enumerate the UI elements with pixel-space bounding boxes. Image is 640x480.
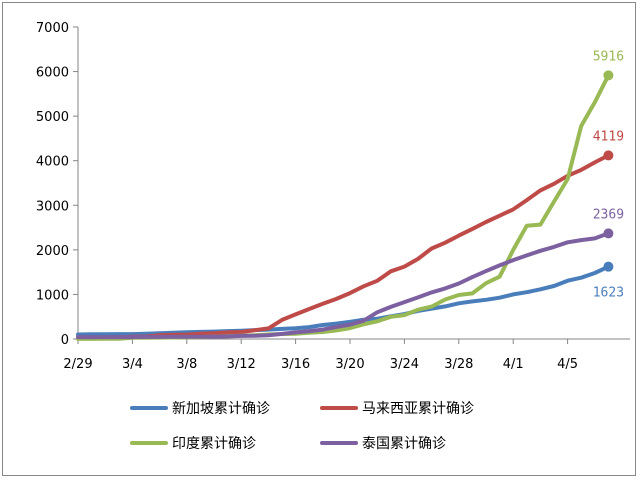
- end-marker-3: [603, 228, 614, 239]
- series-line-0: [76, 264, 611, 337]
- x-tick-label: 3/28: [444, 357, 473, 372]
- end-marker-2: [603, 70, 614, 81]
- end-marker-0: [603, 261, 614, 272]
- legend-label: 印度累计确诊: [172, 436, 256, 452]
- series-line-1: [76, 153, 611, 340]
- x-tick-labels: 2/29 3/4 3/8 3/12 3/16 3/20 3/24 3/28 4/1 4/5: [63, 357, 578, 372]
- end-label-0: 1623: [593, 286, 624, 301]
- y-tick-label: 5000: [36, 110, 69, 125]
- x-tick-label: 2/29: [63, 357, 92, 372]
- end-label-1: 4119: [593, 129, 624, 144]
- series-lines: [76, 73, 611, 341]
- legend-item: 新加坡累计确诊: [130, 401, 270, 417]
- x-tick-label: 3/8: [176, 357, 197, 372]
- x-tick-label: 3/12: [227, 357, 256, 372]
- y-tick-label: 2000: [36, 244, 69, 259]
- y-tick-label: 6000: [36, 66, 69, 81]
- x-tick-label: 4/5: [557, 357, 578, 372]
- legend-item: 泰国累计确诊: [320, 436, 446, 452]
- series-line-3: [76, 231, 611, 340]
- y-tick-label: 7000: [36, 21, 69, 36]
- y-tick-label: 3000: [36, 199, 69, 214]
- legend-label: 泰国累计确诊: [362, 436, 446, 452]
- end-markers: [603, 70, 614, 272]
- series-line-2: [76, 73, 611, 341]
- x-tick-label: 3/4: [122, 357, 143, 372]
- y-tick-label: 1000: [36, 288, 69, 303]
- chart-frame: [2, 2, 636, 476]
- legend-item: 印度累计确诊: [130, 436, 256, 452]
- end-labels: 1623 4119 5916 2369: [593, 49, 624, 300]
- y-tick-label: 0: [61, 333, 69, 348]
- end-label-2: 5916: [593, 49, 624, 64]
- x-tick-label: 4/1: [503, 357, 524, 372]
- legend-label: 马来西亚累计确诊: [362, 401, 474, 417]
- end-marker-1: [603, 150, 614, 161]
- legend-label: 新加坡累计确诊: [172, 401, 270, 417]
- y-tick-labels: 0 1000 2000 3000 4000 5000 6000 7000: [36, 21, 69, 348]
- end-label-3: 2369: [593, 207, 624, 222]
- y-tick-label: 4000: [36, 155, 69, 170]
- x-tick-label: 3/24: [390, 357, 419, 372]
- x-tick-label: 3/20: [335, 357, 364, 372]
- legend-item: 马来西亚累计确诊: [320, 401, 474, 417]
- x-tick-label: 3/16: [281, 357, 310, 372]
